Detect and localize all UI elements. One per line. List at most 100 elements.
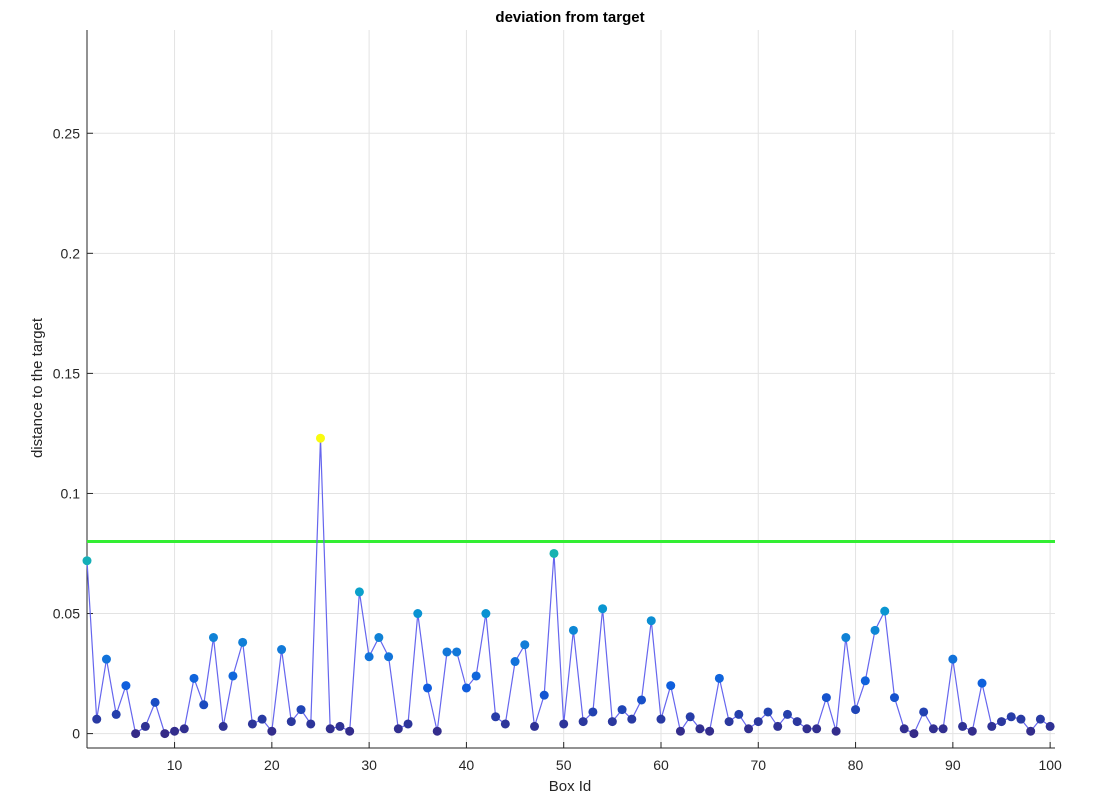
data-point	[442, 647, 452, 657]
data-point	[520, 640, 530, 650]
data-point	[588, 707, 598, 717]
data-point	[286, 717, 296, 727]
data-point	[734, 709, 744, 719]
data-point	[812, 724, 822, 734]
x-tick-label: 70	[750, 757, 766, 773]
data-point	[802, 724, 812, 734]
data-point	[267, 726, 277, 736]
data-point	[909, 729, 919, 739]
x-tick-label: 90	[945, 757, 961, 773]
data-point	[695, 724, 705, 734]
data-point	[607, 717, 617, 727]
data-point	[189, 673, 199, 683]
data-point	[228, 671, 238, 681]
y-tick-label: 0.25	[53, 125, 80, 141]
data-point	[899, 724, 909, 734]
data-point	[111, 709, 121, 719]
data-point	[763, 707, 773, 717]
axes	[86, 30, 1055, 749]
data-point	[92, 714, 102, 724]
data-point	[627, 714, 637, 724]
data-point	[568, 625, 578, 635]
data-point	[413, 609, 423, 619]
data-point	[539, 690, 549, 700]
data-point	[257, 714, 267, 724]
data-point	[131, 729, 141, 739]
series-layer	[82, 433, 1055, 739]
data-point	[1045, 721, 1055, 731]
data-point	[101, 654, 111, 664]
x-tick-label: 10	[167, 757, 183, 773]
x-axis-title: Box Id	[549, 778, 592, 795]
x-tick-label: 60	[653, 757, 669, 773]
tick-labels: 10 20 30 40 50 60 70 80 90 100 0 0.05 0.1 0.15 0.2 0.25	[53, 125, 1062, 773]
data-point	[277, 645, 287, 655]
data-point	[880, 606, 890, 616]
x-tick-label: 50	[556, 757, 572, 773]
data-point	[354, 587, 364, 597]
data-point	[530, 721, 540, 731]
data-point	[208, 633, 218, 643]
y-tick-label: 0.05	[53, 606, 80, 622]
data-point	[996, 717, 1006, 727]
x-tick-label: 20	[264, 757, 280, 773]
data-point	[150, 697, 160, 707]
data-point	[481, 609, 491, 619]
series-line	[86, 438, 1051, 735]
y-tick-label: 0	[72, 726, 80, 742]
data-point	[160, 729, 170, 739]
data-point	[656, 714, 666, 724]
data-point	[500, 719, 510, 729]
data-point	[345, 726, 355, 736]
data-point	[461, 683, 471, 693]
data-point	[792, 717, 802, 727]
data-point	[744, 724, 754, 734]
data-point	[296, 705, 306, 715]
data-point	[987, 721, 997, 731]
data-point	[1006, 712, 1016, 722]
data-point	[870, 625, 880, 635]
data-point	[958, 721, 968, 731]
data-point	[384, 652, 394, 662]
data-point	[549, 548, 559, 558]
data-point	[666, 681, 676, 691]
data-point	[403, 719, 413, 729]
data-point	[977, 678, 987, 688]
y-tick-label: 0.1	[61, 485, 81, 501]
data-point	[860, 676, 870, 686]
data-point	[510, 657, 520, 667]
data-point	[140, 721, 150, 731]
data-point	[705, 726, 715, 736]
data-point	[432, 726, 442, 736]
data-point	[1035, 714, 1045, 724]
data-point	[325, 724, 335, 734]
data-point	[199, 700, 209, 710]
data-point	[851, 705, 861, 715]
data-point	[559, 719, 569, 729]
y-tick-label: 0.15	[53, 365, 80, 381]
data-point	[821, 693, 831, 703]
data-point	[714, 673, 724, 683]
data-point	[179, 724, 189, 734]
data-point	[967, 726, 977, 736]
data-point	[1016, 714, 1026, 724]
data-point	[928, 724, 938, 734]
x-tick-label: 80	[848, 757, 864, 773]
data-point	[364, 652, 374, 662]
data-point	[218, 721, 228, 731]
data-point	[675, 726, 685, 736]
y-axis-title: distance to the target	[29, 317, 46, 458]
data-point	[452, 647, 462, 657]
grid	[87, 30, 1055, 748]
data-point	[238, 637, 248, 647]
data-point	[578, 717, 588, 727]
x-tick-label: 40	[459, 757, 475, 773]
data-point	[889, 693, 899, 703]
data-point	[393, 724, 403, 734]
data-point	[598, 604, 608, 614]
x-tick-label: 30	[361, 757, 377, 773]
data-point	[315, 433, 325, 443]
data-point	[1026, 726, 1036, 736]
